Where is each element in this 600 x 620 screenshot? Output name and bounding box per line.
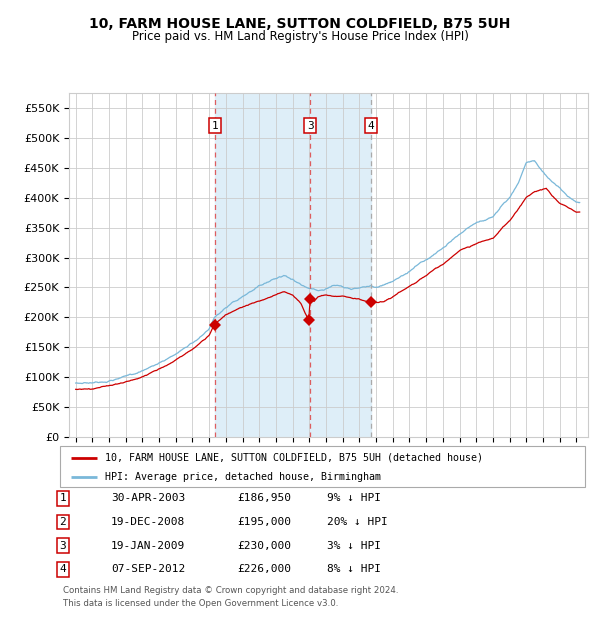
Text: 19-JAN-2009: 19-JAN-2009 (111, 541, 185, 551)
Text: 19-DEC-2008: 19-DEC-2008 (111, 517, 185, 527)
Bar (215, 93, 371, 437)
Text: 2: 2 (59, 517, 67, 527)
Text: 3: 3 (307, 121, 314, 131)
Text: 10, FARM HOUSE LANE, SUTTON COLDFIELD, B75 5UH: 10, FARM HOUSE LANE, SUTTON COLDFIELD, B… (89, 17, 511, 32)
Text: 07-SEP-2012: 07-SEP-2012 (111, 564, 185, 574)
Text: 20% ↓ HPI: 20% ↓ HPI (327, 517, 388, 527)
Text: Contains HM Land Registry data © Crown copyright and database right 2024.: Contains HM Land Registry data © Crown c… (63, 586, 398, 595)
Text: 1: 1 (59, 494, 67, 503)
Text: 30-APR-2003: 30-APR-2003 (111, 494, 185, 503)
Text: £186,950: £186,950 (237, 494, 291, 503)
Text: £195,000: £195,000 (237, 517, 291, 527)
Text: This data is licensed under the Open Government Licence v3.0.: This data is licensed under the Open Gov… (63, 598, 338, 608)
Text: £230,000: £230,000 (237, 541, 291, 551)
Text: Price paid vs. HM Land Registry's House Price Index (HPI): Price paid vs. HM Land Registry's House … (131, 30, 469, 43)
Text: 4: 4 (59, 564, 67, 574)
Text: £226,000: £226,000 (237, 564, 291, 574)
Text: 1: 1 (211, 121, 218, 131)
Text: 10, FARM HOUSE LANE, SUTTON COLDFIELD, B75 5UH (detached house): 10, FARM HOUSE LANE, SUTTON COLDFIELD, B… (104, 453, 482, 463)
Text: 9% ↓ HPI: 9% ↓ HPI (327, 494, 381, 503)
Text: HPI: Average price, detached house, Birmingham: HPI: Average price, detached house, Birm… (104, 472, 380, 482)
Text: 3% ↓ HPI: 3% ↓ HPI (327, 541, 381, 551)
Text: 4: 4 (368, 121, 374, 131)
Text: 3: 3 (59, 541, 67, 551)
Text: 8% ↓ HPI: 8% ↓ HPI (327, 564, 381, 574)
